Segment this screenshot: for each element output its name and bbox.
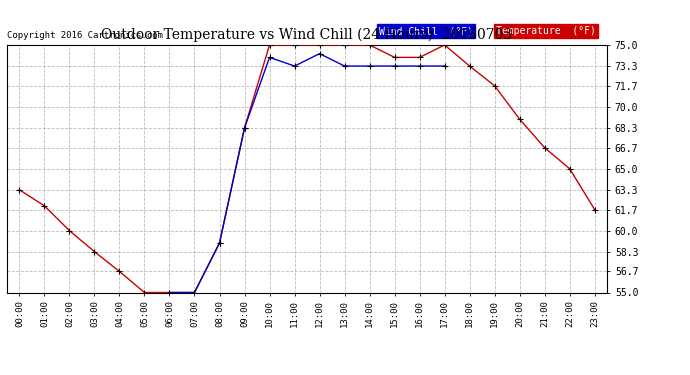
Text: Copyright 2016 Cartronics.com: Copyright 2016 Cartronics.com (7, 31, 163, 40)
Text: Temperature  (°F): Temperature (°F) (496, 26, 596, 36)
Text: Wind Chill  (°F): Wind Chill (°F) (379, 26, 473, 36)
Title: Outdoor Temperature vs Wind Chill (24 Hours)  20160703: Outdoor Temperature vs Wind Chill (24 Ho… (101, 28, 513, 42)
